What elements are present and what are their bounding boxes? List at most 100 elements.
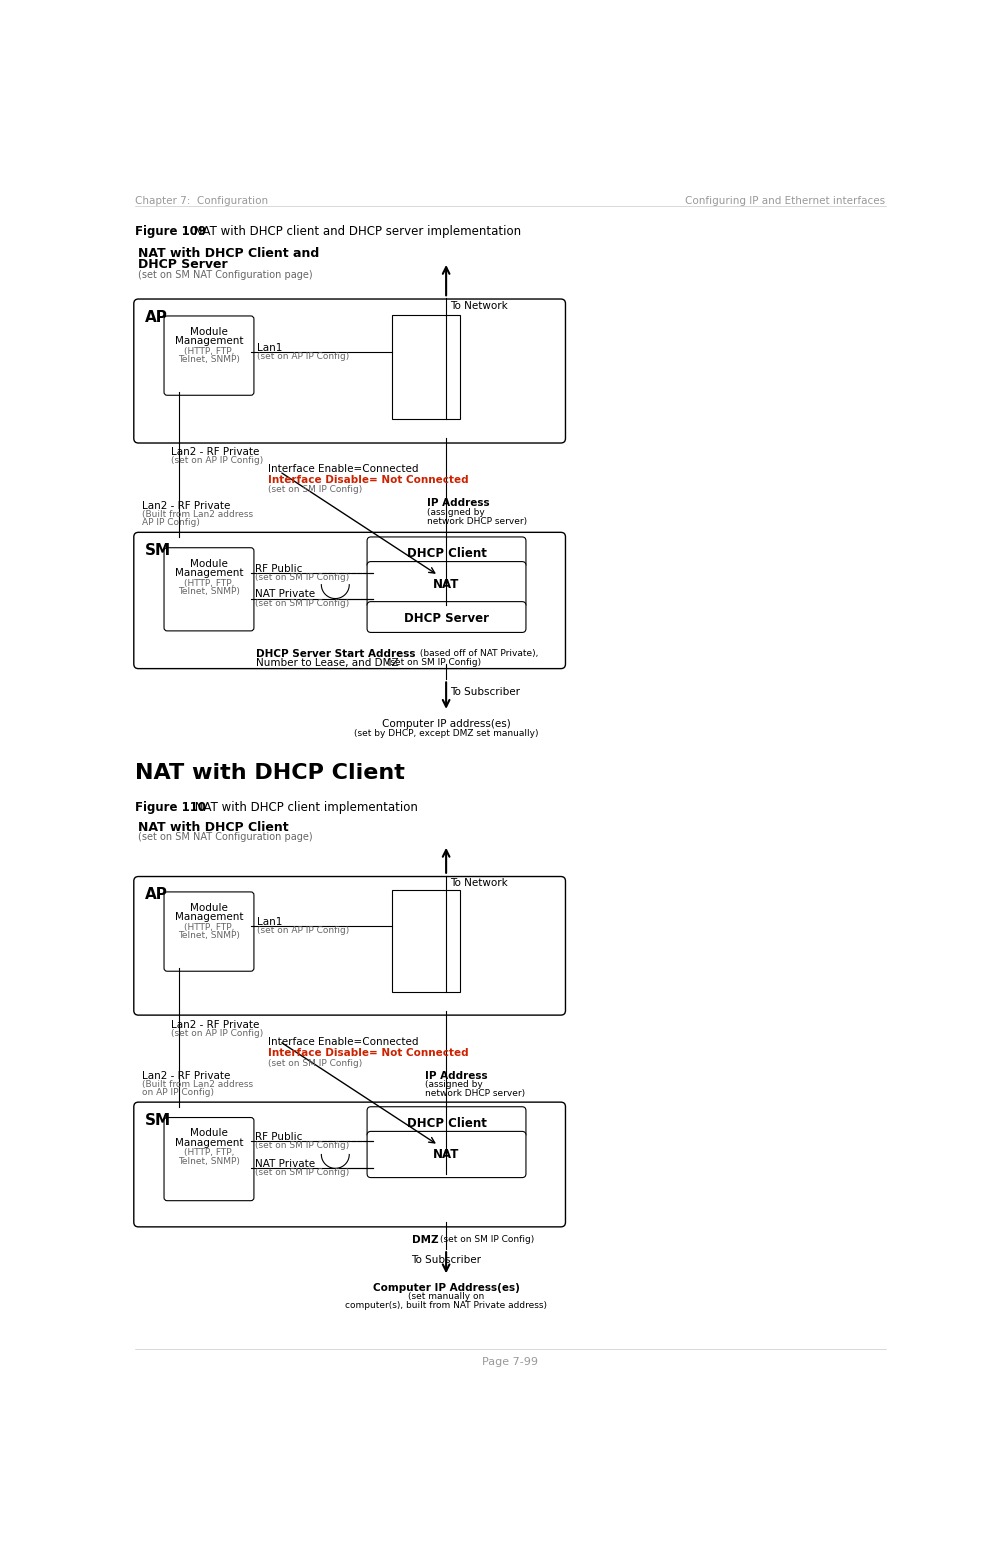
Text: To Network: To Network (450, 879, 508, 888)
Text: on AP IP Config): on AP IP Config) (141, 1088, 213, 1098)
Text: Management: Management (174, 911, 243, 922)
Text: Module: Module (190, 1129, 228, 1138)
FancyBboxPatch shape (368, 1132, 526, 1177)
Text: (set on AP IP Config): (set on AP IP Config) (257, 925, 350, 935)
Text: Interface Enable=Connected: Interface Enable=Connected (268, 463, 418, 474)
Text: NAT with DHCP client implementation: NAT with DHCP client implementation (191, 801, 418, 815)
Text: (assigned by: (assigned by (426, 507, 484, 516)
Text: NAT with DHCP Client: NAT with DHCP Client (138, 821, 289, 833)
Text: (HTTP, FTP,: (HTTP, FTP, (184, 578, 234, 588)
Text: To Subscriber: To Subscriber (450, 687, 520, 697)
Text: NAT with DHCP Client: NAT with DHCP Client (135, 762, 405, 782)
FancyBboxPatch shape (164, 1118, 254, 1200)
Text: AP IP Config): AP IP Config) (141, 518, 199, 527)
Text: RF Public: RF Public (255, 1132, 302, 1143)
Text: Interface Disable= Not Connected: Interface Disable= Not Connected (268, 1048, 468, 1059)
Text: Interface Enable=Connected: Interface Enable=Connected (268, 1037, 418, 1048)
Text: NAT Private: NAT Private (255, 589, 315, 599)
Text: NAT: NAT (433, 578, 460, 591)
Text: Configuring IP and Ethernet interfaces: Configuring IP and Ethernet interfaces (685, 196, 885, 205)
Text: (set on AP IP Config): (set on AP IP Config) (257, 351, 350, 361)
Text: (set on SM IP Config): (set on SM IP Config) (384, 658, 481, 667)
Text: (set on SM IP Config): (set on SM IP Config) (255, 574, 349, 582)
Text: (set on SM IP Config): (set on SM IP Config) (268, 485, 363, 494)
Text: network DHCP server): network DHCP server) (426, 516, 527, 526)
Text: AP: AP (144, 888, 167, 902)
Text: Lan1: Lan1 (257, 916, 283, 927)
Text: Telnet, SNMP): Telnet, SNMP) (178, 1157, 240, 1166)
Text: (HTTP, FTP,: (HTTP, FTP, (184, 922, 234, 931)
Text: (set on SM IP Config): (set on SM IP Config) (440, 1235, 534, 1244)
Text: NAT with DHCP Client and: NAT with DHCP Client and (138, 247, 320, 260)
Text: Page 7-99: Page 7-99 (482, 1358, 539, 1367)
Bar (391, 316, 460, 420)
Text: To Subscriber: To Subscriber (411, 1255, 481, 1264)
Text: (set on AP IP Config): (set on AP IP Config) (171, 456, 263, 465)
Text: AP: AP (144, 309, 167, 325)
Text: Lan1: Lan1 (257, 344, 283, 353)
Text: Lan2 - RF Private: Lan2 - RF Private (141, 1070, 230, 1081)
Text: network DHCP server): network DHCP server) (425, 1088, 525, 1098)
Text: DHCP Client: DHCP Client (406, 547, 486, 560)
Text: Number to Lease, and DMZ: Number to Lease, and DMZ (256, 658, 398, 667)
FancyBboxPatch shape (164, 316, 254, 395)
Text: Figure 109: Figure 109 (135, 225, 206, 238)
FancyBboxPatch shape (368, 561, 526, 608)
Text: (set on SM NAT Configuration page): (set on SM NAT Configuration page) (138, 269, 313, 280)
Text: Management: Management (174, 568, 243, 578)
Text: (set on SM NAT Configuration page): (set on SM NAT Configuration page) (138, 832, 313, 841)
Text: NAT Private: NAT Private (255, 1158, 315, 1169)
Text: Telnet, SNMP): Telnet, SNMP) (178, 931, 240, 941)
Text: (set on SM IP Config): (set on SM IP Config) (268, 1059, 363, 1068)
FancyBboxPatch shape (164, 893, 254, 972)
Text: (HTTP, FTP,: (HTTP, FTP, (184, 1148, 234, 1157)
FancyBboxPatch shape (368, 602, 526, 633)
Text: Interface Disable= Not Connected: Interface Disable= Not Connected (268, 474, 468, 485)
Text: NAT with DHCP client and DHCP server implementation: NAT with DHCP client and DHCP server imp… (189, 225, 521, 238)
Text: DHCP Server: DHCP Server (404, 611, 489, 625)
FancyBboxPatch shape (133, 532, 566, 669)
Text: (set on SM IP Config): (set on SM IP Config) (255, 1168, 349, 1177)
Text: SM: SM (144, 1113, 170, 1127)
Text: (based off of NAT Private),: (based off of NAT Private), (417, 648, 539, 658)
Bar (391, 891, 460, 992)
Text: IP Address: IP Address (425, 1070, 488, 1081)
FancyBboxPatch shape (133, 877, 566, 1015)
Text: (Built from Lan2 address: (Built from Lan2 address (141, 510, 253, 519)
FancyBboxPatch shape (133, 1102, 566, 1227)
Text: (set on AP IP Config): (set on AP IP Config) (171, 1029, 263, 1039)
Text: RF Public: RF Public (255, 564, 302, 574)
Text: (set on SM IP Config): (set on SM IP Config) (255, 1141, 349, 1151)
Text: Chapter 7:  Configuration: Chapter 7: Configuration (135, 196, 269, 205)
Text: (set by DHCP, except DMZ set manually): (set by DHCP, except DMZ set manually) (354, 729, 539, 737)
Text: computer(s), built from NAT Private address): computer(s), built from NAT Private addr… (346, 1302, 547, 1309)
Text: Management: Management (174, 336, 243, 345)
Text: Figure 110: Figure 110 (135, 801, 206, 815)
Text: DHCP Server Start Address: DHCP Server Start Address (256, 648, 415, 659)
FancyBboxPatch shape (368, 1107, 526, 1138)
Text: NAT: NAT (433, 1148, 460, 1160)
Text: Computer IP Address(es): Computer IP Address(es) (373, 1283, 520, 1294)
Text: To Network: To Network (450, 300, 508, 311)
Text: Module: Module (190, 903, 228, 913)
Text: Lan2 - RF Private: Lan2 - RF Private (171, 446, 259, 457)
FancyBboxPatch shape (133, 299, 566, 443)
Text: Module: Module (190, 558, 228, 569)
Text: IP Address: IP Address (426, 499, 489, 508)
Text: Management: Management (174, 1138, 243, 1148)
Text: SM: SM (144, 543, 170, 558)
Text: DHCP Client: DHCP Client (406, 1116, 486, 1130)
FancyBboxPatch shape (368, 536, 526, 568)
Text: (HTTP, FTP,: (HTTP, FTP, (184, 347, 234, 356)
Text: Computer IP address(es): Computer IP address(es) (381, 720, 511, 729)
Text: (assigned by: (assigned by (425, 1079, 483, 1088)
Text: (set on SM IP Config): (set on SM IP Config) (255, 599, 349, 608)
Text: Telnet, SNMP): Telnet, SNMP) (178, 586, 240, 596)
Text: Lan2 - RF Private: Lan2 - RF Private (171, 1020, 259, 1029)
Text: Module: Module (190, 327, 228, 337)
Text: Telnet, SNMP): Telnet, SNMP) (178, 355, 240, 364)
Text: DHCP Server: DHCP Server (138, 258, 228, 271)
Text: Lan2 - RF Private: Lan2 - RF Private (141, 501, 230, 510)
Text: (set manually on: (set manually on (408, 1292, 484, 1302)
Text: DMZ: DMZ (411, 1235, 438, 1246)
